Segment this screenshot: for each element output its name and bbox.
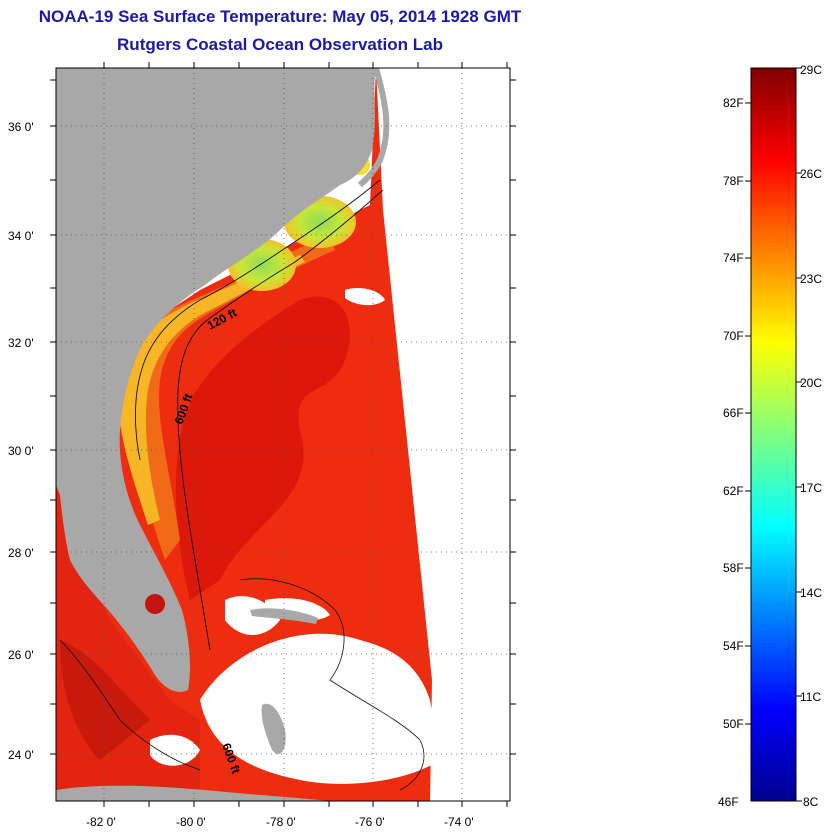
graticule: [56, 68, 510, 801]
tick-marks: [50, 62, 516, 807]
lat-label-28: 28 0': [8, 546, 34, 560]
lat-label-24: 24 0': [8, 748, 34, 762]
colorbar-c-label-17: 17C: [800, 481, 822, 495]
map-frame: [55, 67, 511, 802]
lake-okeechobee: [145, 594, 165, 614]
colorbar-ticks: [745, 67, 802, 802]
map-subtitle: Rutgers Coastal Ocean Observation Lab: [117, 35, 443, 54]
colorbar-f-label-46: 46F: [718, 795, 739, 809]
colorbar-f-label-82: 82F: [723, 96, 744, 110]
cloud-patch-4: [345, 288, 385, 306]
gulf-stream-core: [175, 296, 350, 600]
lon-label-78: -78 0': [266, 815, 296, 829]
colorbar-f-label-50: 50F: [723, 717, 744, 731]
land-southeast-us: [56, 68, 376, 692]
land-cuba: [56, 785, 330, 801]
map-title: NOAA-19 Sea Surface Temperature: May 05,…: [38, 7, 522, 26]
colorbar-f-label-78: 78F: [723, 174, 744, 188]
colorbar-c-label-11: 11C: [800, 690, 821, 704]
lat-label-26: 26 0': [8, 648, 34, 662]
contour-600ft: [177, 189, 384, 651]
colorbar-f-label-66: 66F: [723, 406, 744, 420]
contour-gulf: [59, 639, 201, 771]
lon-label-76: -76 0': [355, 815, 385, 829]
cloud-patch-3: [150, 734, 200, 766]
lat-label-36: 36 0': [8, 120, 34, 134]
colorbar-c-label-29: 29C: [800, 63, 822, 77]
colorbar-f-label-58: 58F: [723, 561, 744, 575]
colorbar-c-label-26: 26C: [800, 167, 822, 181]
colorbar-c-label-14: 14C: [800, 586, 822, 600]
lat-label-30: 30 0': [8, 444, 34, 458]
land-andros: [261, 703, 286, 754]
colorbar-f-label-70: 70F: [723, 329, 744, 343]
map-area: [56, 68, 510, 801]
contour-bahamas: [239, 578, 425, 791]
gulf-warm-patch: [60, 640, 150, 760]
cloud-bahamas: [200, 633, 440, 784]
contour-120ft: [134, 179, 381, 461]
colorbar-c-label-23: 23C: [800, 272, 822, 286]
colorbar-c-label-20: 20C: [800, 376, 822, 390]
colorbar-f-label-54: 54F: [723, 639, 744, 653]
colorbar-f-label-62: 62F: [723, 484, 744, 498]
lat-label-34: 34 0': [8, 229, 34, 243]
lon-label-74: -74 0': [444, 815, 474, 829]
lon-label-82: -82 0': [86, 815, 116, 829]
outer-banks: [357, 68, 390, 188]
colorbar: [750, 67, 797, 802]
lat-label-32: 32 0': [8, 336, 34, 350]
colorbar-c-label-8: 8C: [803, 795, 819, 809]
lon-label-80: -80 0': [176, 815, 206, 829]
colorbar-f-label-74: 74F: [723, 251, 744, 265]
land-grand-bahama: [250, 608, 318, 624]
shelf-water-cool: [116, 255, 305, 525]
